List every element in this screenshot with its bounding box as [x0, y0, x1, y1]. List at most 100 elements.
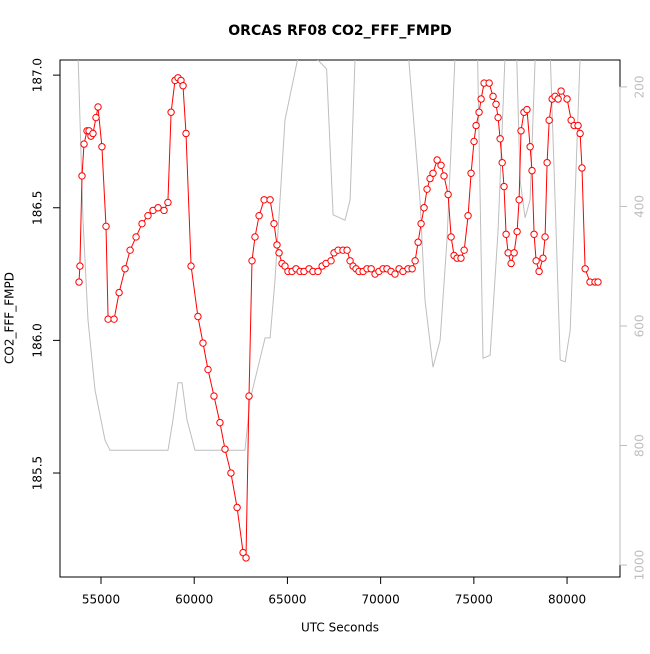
data-point	[126, 246, 134, 254]
data-point	[204, 365, 212, 374]
data-point	[492, 100, 500, 108]
data-point	[523, 105, 531, 114]
data-point	[460, 246, 468, 254]
data-point	[76, 262, 84, 270]
data-point	[194, 312, 202, 321]
data-point	[245, 392, 253, 400]
x-tick-label: 70000	[362, 593, 400, 607]
data-point	[251, 233, 259, 241]
chart-title: ORCAS RF08 CO2_FFF_FMPD	[228, 23, 451, 39]
y2-tick-label: 400	[633, 195, 647, 218]
data-point	[110, 315, 118, 323]
data-point	[507, 259, 515, 268]
data-point	[578, 164, 586, 172]
y-axis-label: CO2_FFF_FMPD	[3, 272, 17, 364]
x-tick-label: 60000	[175, 593, 213, 607]
data-point	[535, 267, 543, 276]
data-point	[541, 233, 549, 241]
data-point	[433, 156, 441, 164]
data-point	[470, 137, 478, 146]
data-point	[75, 278, 83, 286]
data-point	[104, 315, 112, 323]
x-tick-label: 80000	[548, 593, 586, 607]
data-point	[464, 212, 472, 220]
data-point	[132, 233, 140, 241]
data-point	[182, 129, 190, 138]
data-point	[94, 103, 102, 111]
y2-tick-label: 200	[633, 75, 647, 98]
data-point	[115, 288, 123, 297]
data-point	[496, 135, 504, 143]
data-point	[437, 161, 445, 170]
x-axis-label: UTC Seconds	[301, 621, 379, 635]
data-point	[199, 339, 207, 347]
data-point	[494, 113, 502, 122]
data-point	[594, 278, 602, 286]
data-point	[515, 196, 523, 204]
data-point	[557, 87, 565, 95]
y2-tick-label: 600	[633, 315, 647, 338]
data-point	[221, 445, 229, 453]
data-point	[98, 143, 106, 151]
data-point	[167, 108, 175, 116]
data-point	[576, 129, 584, 138]
data-point	[164, 198, 172, 207]
data-point	[532, 257, 540, 265]
data-point	[563, 95, 571, 103]
data-point	[489, 92, 497, 101]
data-point	[574, 121, 582, 130]
data-point	[513, 227, 521, 236]
data-point	[179, 82, 187, 90]
series-line	[77, 60, 581, 451]
data-point	[447, 233, 455, 241]
data-point	[260, 196, 268, 204]
data-point	[477, 95, 485, 103]
data-point	[510, 249, 518, 257]
data-point	[102, 222, 110, 231]
data-point	[138, 219, 146, 228]
data-point	[255, 212, 263, 220]
data-point	[417, 219, 425, 228]
data-point	[423, 185, 431, 193]
data-point	[498, 158, 506, 167]
data-point	[327, 257, 335, 265]
data-point	[266, 196, 274, 204]
data-point	[543, 158, 551, 167]
data-point	[121, 265, 129, 273]
data-point	[500, 182, 508, 191]
data-point	[144, 212, 152, 220]
data-point	[367, 265, 375, 273]
y2-tick-label: 1000	[633, 550, 647, 581]
data-point	[78, 172, 86, 180]
data-point	[411, 257, 419, 265]
data-point	[391, 270, 399, 278]
data-point	[314, 267, 322, 276]
data-point	[233, 503, 241, 512]
data-point	[248, 257, 256, 265]
data-point	[530, 230, 538, 238]
data-point	[504, 249, 512, 257]
data-point	[414, 238, 422, 246]
data-point	[457, 254, 465, 262]
data-point	[581, 265, 589, 273]
data-point	[526, 143, 534, 151]
data-point	[92, 113, 100, 122]
data-point	[343, 246, 351, 254]
data-point	[154, 204, 162, 212]
data-point	[517, 127, 525, 135]
data-point	[420, 204, 428, 212]
data-point	[554, 95, 562, 103]
data-point	[216, 418, 224, 427]
data-point	[273, 241, 281, 249]
y-tick-label: 187.0	[31, 58, 45, 92]
x-tick-label: 65000	[268, 593, 306, 607]
x-tick-label: 55000	[82, 593, 120, 607]
data-point	[227, 469, 235, 477]
data-point	[160, 206, 168, 215]
data-point	[440, 172, 448, 180]
y-tick-label: 185.5	[31, 456, 45, 490]
data-point	[80, 140, 88, 148]
data-point	[210, 392, 218, 400]
data-point	[275, 249, 283, 257]
